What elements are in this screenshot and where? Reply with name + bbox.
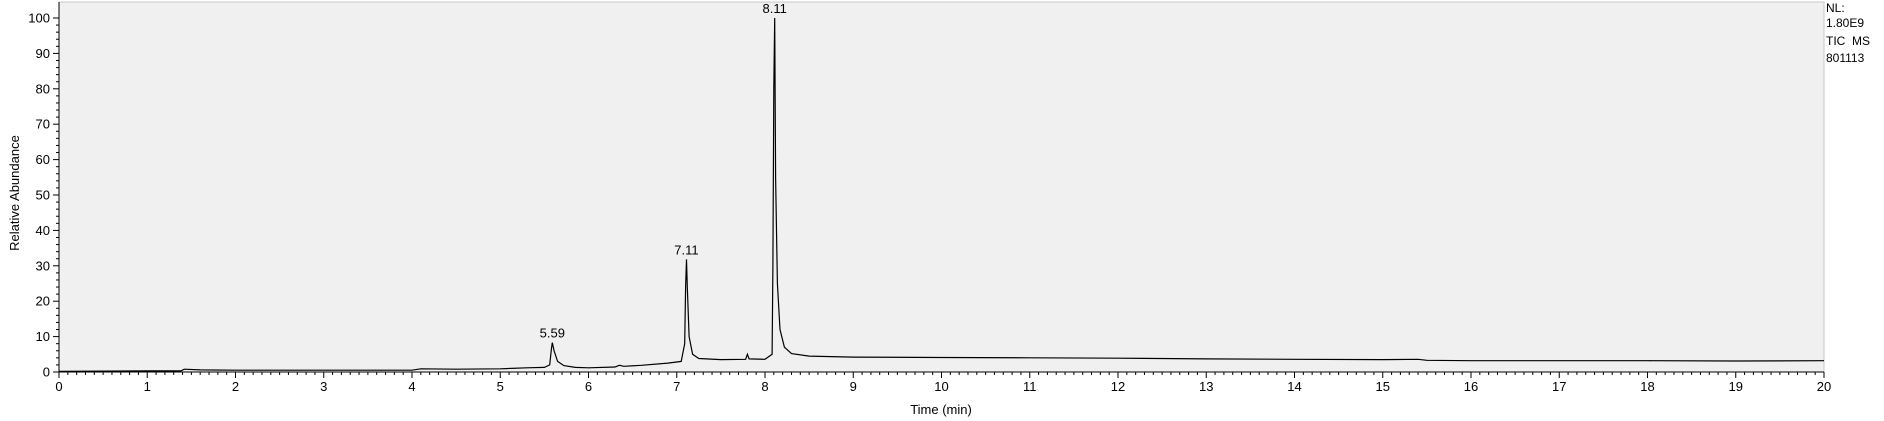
y-tick-label: 40 [36, 223, 50, 238]
plot-area [58, 1, 1825, 373]
y-tick-label: 90 [36, 46, 50, 61]
x-tick-label: 8 [761, 379, 768, 394]
y-tick-label: 80 [36, 81, 50, 96]
x-tick-label: 17 [1552, 379, 1566, 394]
x-tick-label: 19 [1729, 379, 1743, 394]
series-line-0 [58, 17, 1825, 372]
y-axis-title: Relative Abundance [7, 135, 22, 251]
x-tick-label: 9 [850, 379, 857, 394]
x-tick-label: 16 [1464, 379, 1478, 394]
axes: 0 1 2 3 4 5 6 7 8 9 10 11 12 13 14 15 16 17 18 19 2001020304… [28, 2, 1831, 394]
y-tick-label: 0 [43, 365, 50, 380]
x-tick-label: 3 [320, 379, 327, 394]
x-tick-label: 10 [934, 379, 948, 394]
x-tick-label: 18 [1640, 379, 1654, 394]
y-tick-label: 10 [36, 329, 50, 344]
peak-label: 5.59 [540, 326, 565, 341]
x-tick-label: 20 [1817, 379, 1831, 394]
x-tick-label: 1 [144, 379, 151, 394]
x-tick-label: 4 [408, 379, 415, 394]
trace-layer [58, 17, 1825, 372]
peak-label: 7.11 [674, 242, 698, 257]
x-tick-label: 7 [673, 379, 680, 394]
nl-value: 1.80E9 [1826, 16, 1865, 30]
x-tick-label: 5 [497, 379, 504, 394]
y-tick-label: 70 [36, 117, 50, 132]
y-tick-label: 100 [28, 11, 50, 26]
x-tick-label: 14 [1287, 379, 1301, 394]
trace-type: TIC MS [1826, 34, 1870, 48]
x-tick-label: 6 [585, 379, 592, 394]
y-tick-label: 60 [36, 152, 50, 167]
peak-labels: 5.59 7.11 8.11 [540, 1, 787, 341]
y-tick-label: 50 [36, 188, 50, 203]
nl-label: NL: [1826, 1, 1845, 15]
x-tick-label: 12 [1111, 379, 1125, 394]
y-tick-label: 30 [36, 258, 50, 273]
x-tick-label: 13 [1199, 379, 1213, 394]
y-tick-label: 20 [36, 294, 50, 309]
peak-label: 8.11 [763, 1, 787, 16]
x-tick-label: 11 [1023, 379, 1037, 394]
sample-id: 801113 [1826, 51, 1865, 65]
x-tick-label: 15 [1376, 379, 1390, 394]
x-tick-label: 2 [232, 379, 239, 394]
x-axis-title: Time (min) [910, 402, 972, 417]
x-tick-label: 0 [55, 379, 62, 394]
